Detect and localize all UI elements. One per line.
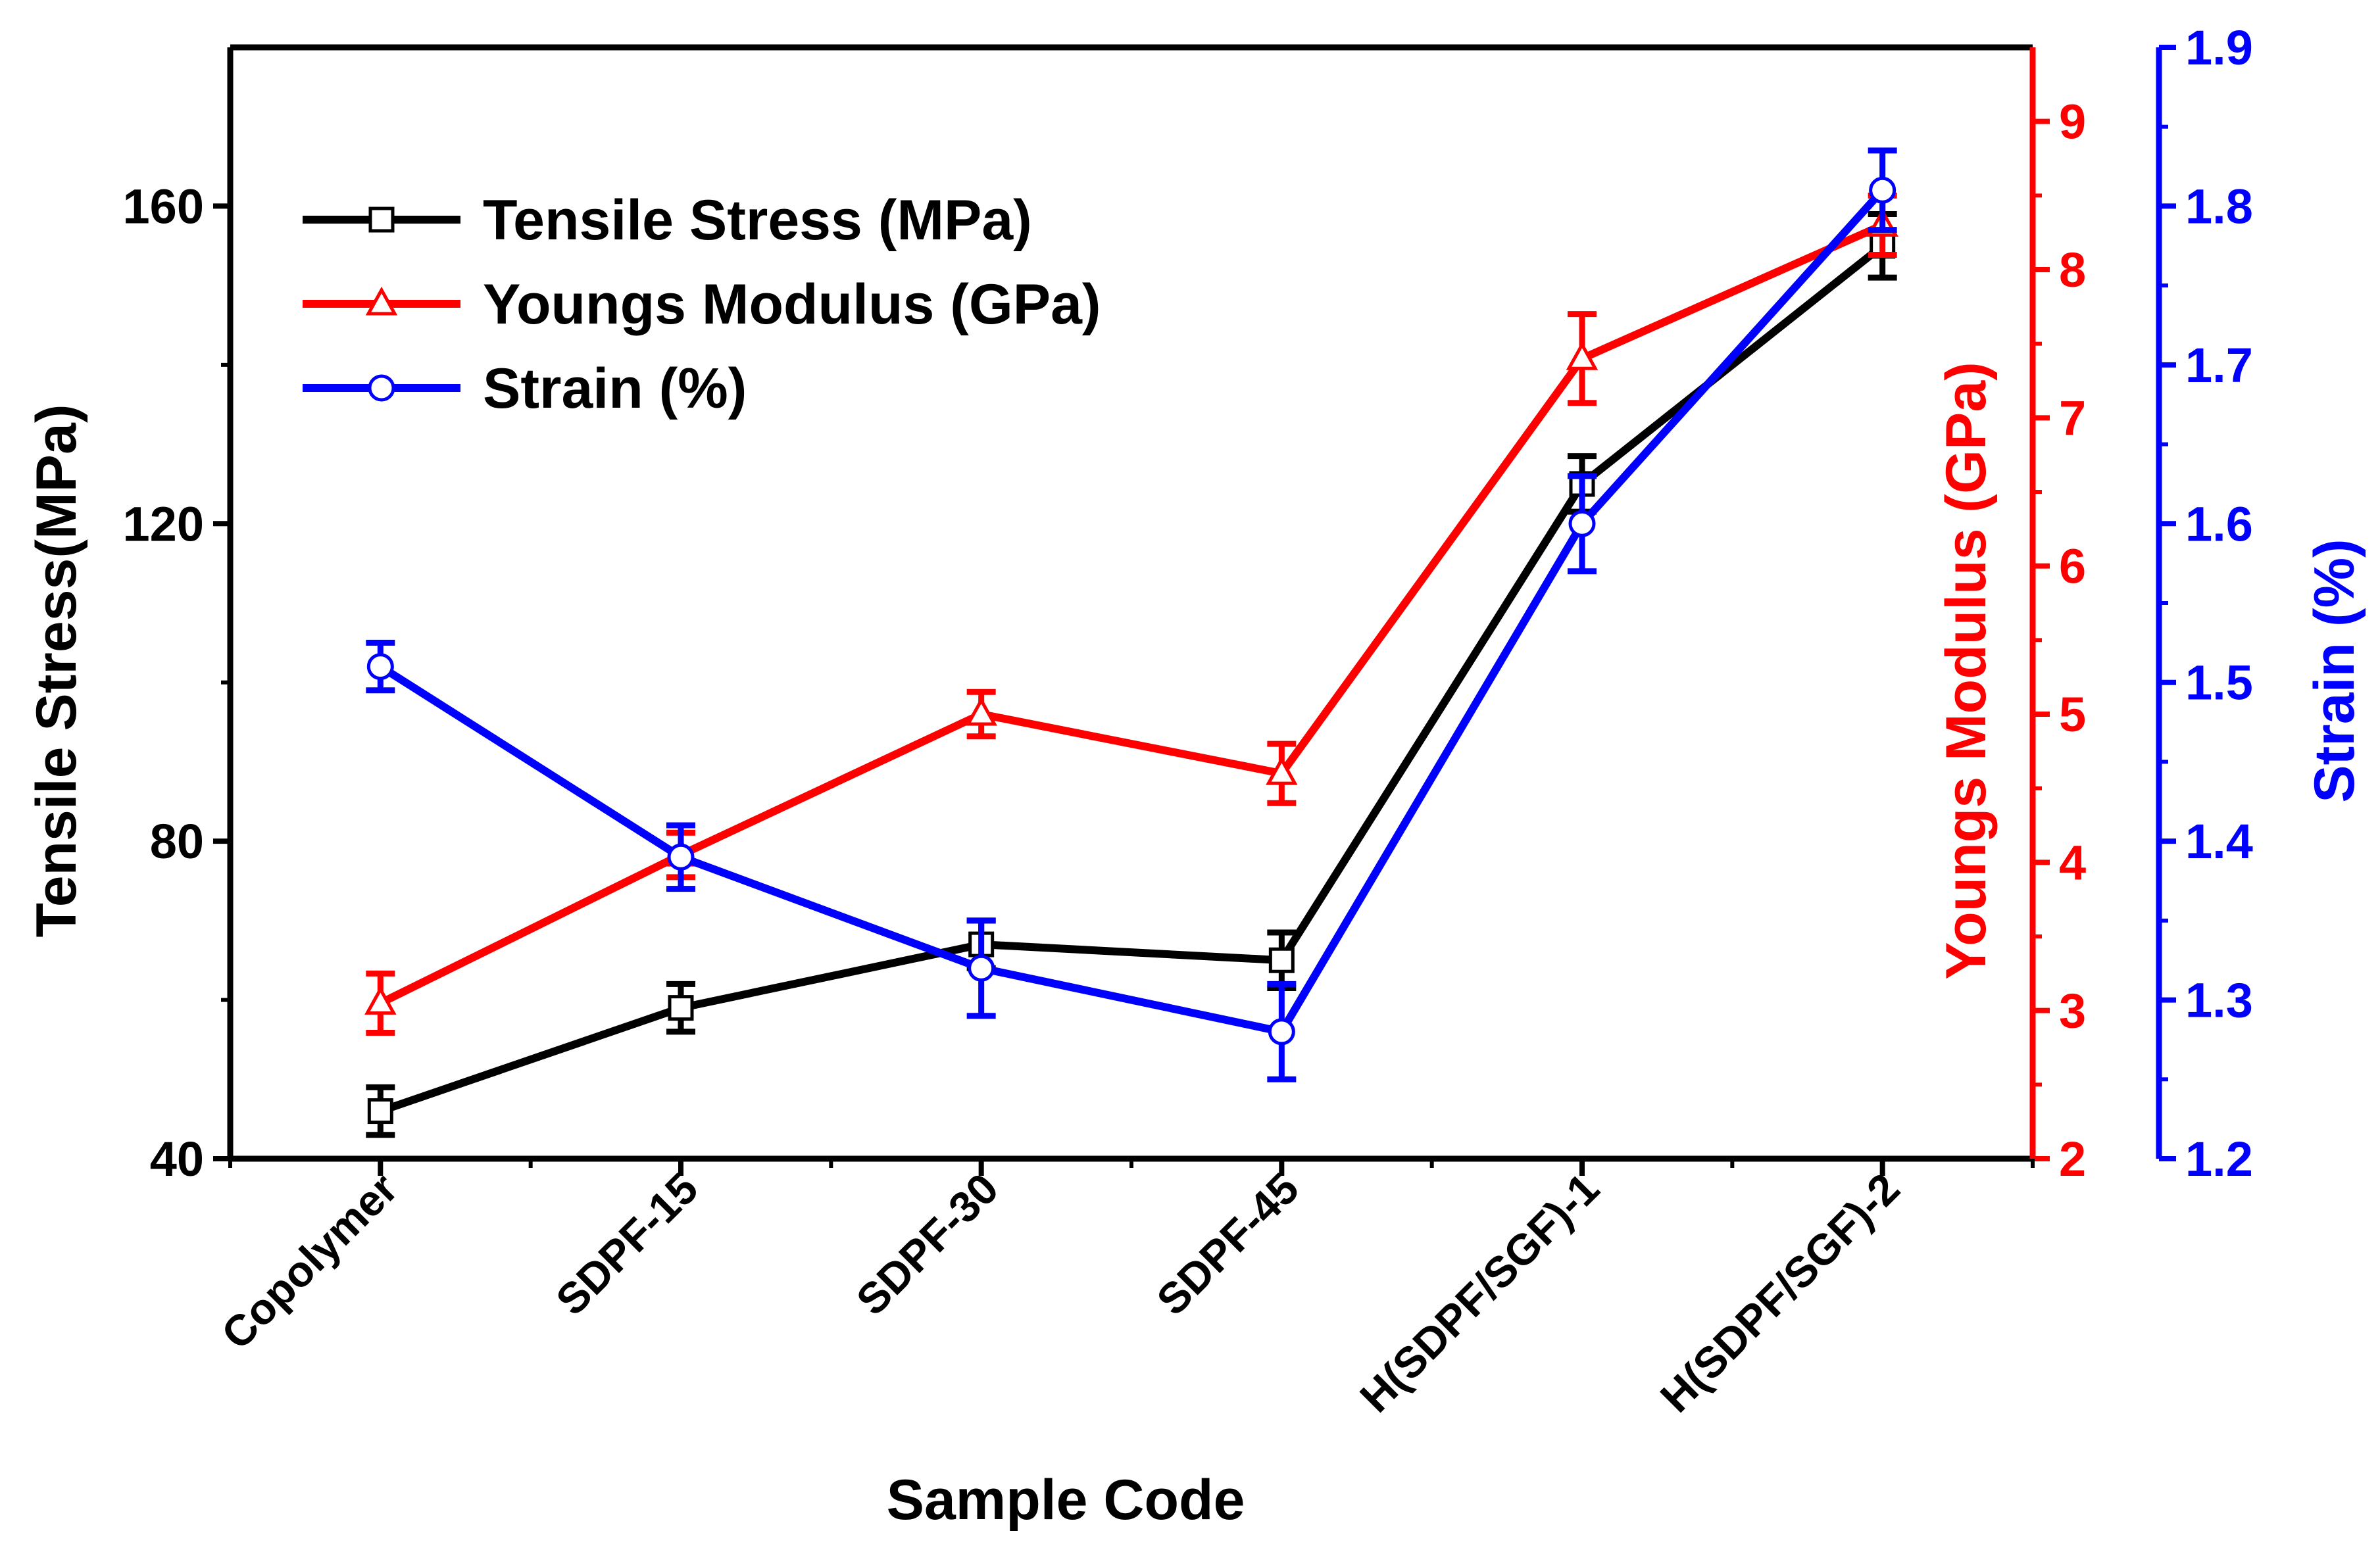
blue-axis-tick-label: 1.7 <box>2185 338 2253 393</box>
data-point <box>366 653 394 681</box>
axes-layer: 40 80 120 160 2 3 4 5 6 7 8 9 1.2 1.3 1.4 1.5 1.6 1.7 1.8 1… <box>123 20 2253 1422</box>
data-point <box>1266 756 1298 785</box>
data-point <box>1869 176 1897 204</box>
x-axis-category-label: H(SDPF/SGF)-1 <box>1351 1164 1608 1422</box>
red-axis-tick-label: 2 <box>2059 1132 2086 1186</box>
legend: Tensile Stress (MPa) Youngs Modulus (GPa)… <box>303 189 1101 420</box>
blue-axis-tick-label: 1.9 <box>2185 20 2253 75</box>
red-axis-tick-label: 6 <box>2059 539 2086 594</box>
x-axis-category-label: SDPF-15 <box>547 1164 707 1324</box>
red-axis-tick-label: 3 <box>2059 984 2086 1038</box>
red-axis-tick-label: 4 <box>2059 835 2086 890</box>
left-axis-tick-label: 160 <box>123 179 204 233</box>
blue-axis-tick-label: 1.6 <box>2185 496 2253 551</box>
legend-marker <box>368 374 395 402</box>
left-axis-title: Tensile Stress(MPa) <box>25 404 88 938</box>
left-axis-tick-label: 80 <box>150 814 204 869</box>
red-axis-tick-label: 5 <box>2059 687 2086 742</box>
blue-axis-tick-label: 1.8 <box>2185 179 2253 233</box>
red-axis-title: Youngs Modulus (GPa) <box>1935 362 1998 980</box>
data-point <box>1268 947 1295 973</box>
data-point <box>1566 341 1599 370</box>
x-axis-category-label: H(SDPF/SGF)-2 <box>1651 1164 1909 1422</box>
data-point <box>668 995 694 1021</box>
data-point <box>364 986 397 1015</box>
blue-axis-tick-label: 1.4 <box>2185 814 2253 869</box>
x-axis-category-label: Copolymer <box>212 1164 407 1359</box>
red-axis-tick-label: 8 <box>2059 243 2086 297</box>
series-line <box>379 243 1885 1115</box>
legend-marker <box>365 286 398 316</box>
legend-label: Tensile Stress (MPa) <box>483 189 1032 252</box>
x-axis-category-label: SDPF-30 <box>847 1164 1007 1324</box>
blue-axis-tick-label: 1.5 <box>2185 656 2253 710</box>
series-line <box>378 221 1885 1007</box>
data-point <box>667 843 695 871</box>
blue-axis-tick-label: 1.3 <box>2185 973 2253 1028</box>
left-axis-tick-label: 40 <box>150 1132 204 1186</box>
data-point <box>1268 1018 1295 1046</box>
x-axis-category-label: SDPF-45 <box>1147 1164 1308 1324</box>
series-layer <box>364 147 1898 1138</box>
data-point <box>968 954 995 982</box>
series-line <box>378 187 1886 1036</box>
left-axis-tick-label: 120 <box>123 496 204 551</box>
blue-axis-title: Strain (%) <box>2303 539 2366 802</box>
red-axis-tick-label: 9 <box>2059 95 2086 149</box>
legend-label: Strain (%) <box>483 357 747 420</box>
x-axis-title: Sample Code <box>887 1468 1245 1532</box>
legend-marker <box>368 206 395 233</box>
data-point <box>367 1098 393 1125</box>
red-axis-tick-label: 7 <box>2059 391 2086 445</box>
legend-label: Youngs Modulus (GPa) <box>483 273 1101 336</box>
data-point <box>965 696 997 726</box>
blue-axis-tick-label: 1.2 <box>2185 1132 2253 1186</box>
data-point <box>1568 510 1596 537</box>
